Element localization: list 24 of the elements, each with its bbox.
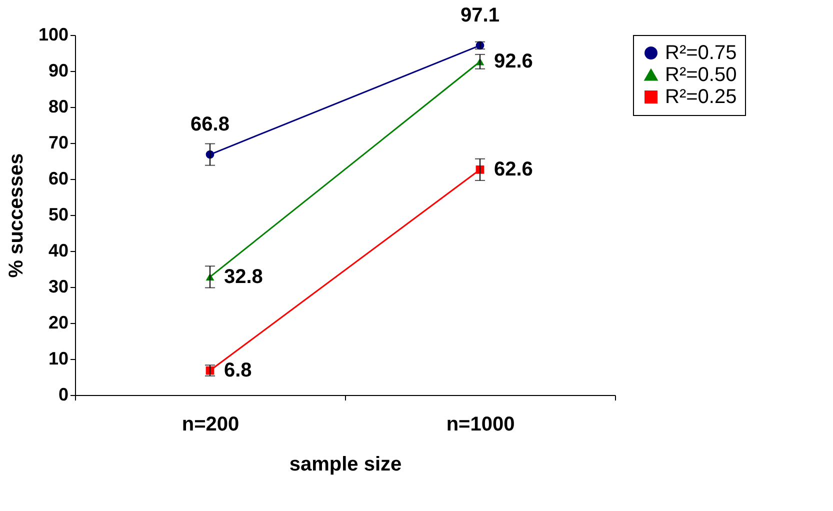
- y-tick-label: 40: [48, 240, 68, 260]
- legend-label: R²=0.25: [665, 86, 737, 108]
- data-label: 66.8: [190, 114, 230, 136]
- y-axis-title: % successes: [5, 153, 28, 278]
- y-tick-label: 100: [38, 24, 68, 44]
- y-tick-label: 90: [48, 60, 68, 80]
- y-tick-label: 80: [48, 96, 68, 116]
- data-label: 92.6: [494, 50, 533, 73]
- y-tick-label: 50: [48, 204, 68, 224]
- y-tick-label: 0: [58, 384, 68, 404]
- y-tick-label: 60: [48, 168, 68, 188]
- legend-label: R²=0.50: [665, 64, 737, 86]
- y-tick-label: 70: [48, 132, 68, 152]
- data-label: 97.1: [460, 4, 500, 26]
- x-axis-title: sample size: [289, 454, 402, 476]
- data-label: 32.8: [224, 266, 263, 288]
- data-label: 62.6: [494, 158, 533, 181]
- x-tick-label: n=1000: [446, 414, 515, 436]
- y-tick-label: 10: [48, 348, 68, 368]
- x-tick-label: n=200: [182, 414, 240, 436]
- legend-label: R²=0.75: [665, 42, 737, 64]
- data-label: 6.8: [224, 360, 252, 382]
- y-tick-label: 30: [48, 276, 68, 296]
- y-tick-label: 20: [48, 312, 68, 332]
